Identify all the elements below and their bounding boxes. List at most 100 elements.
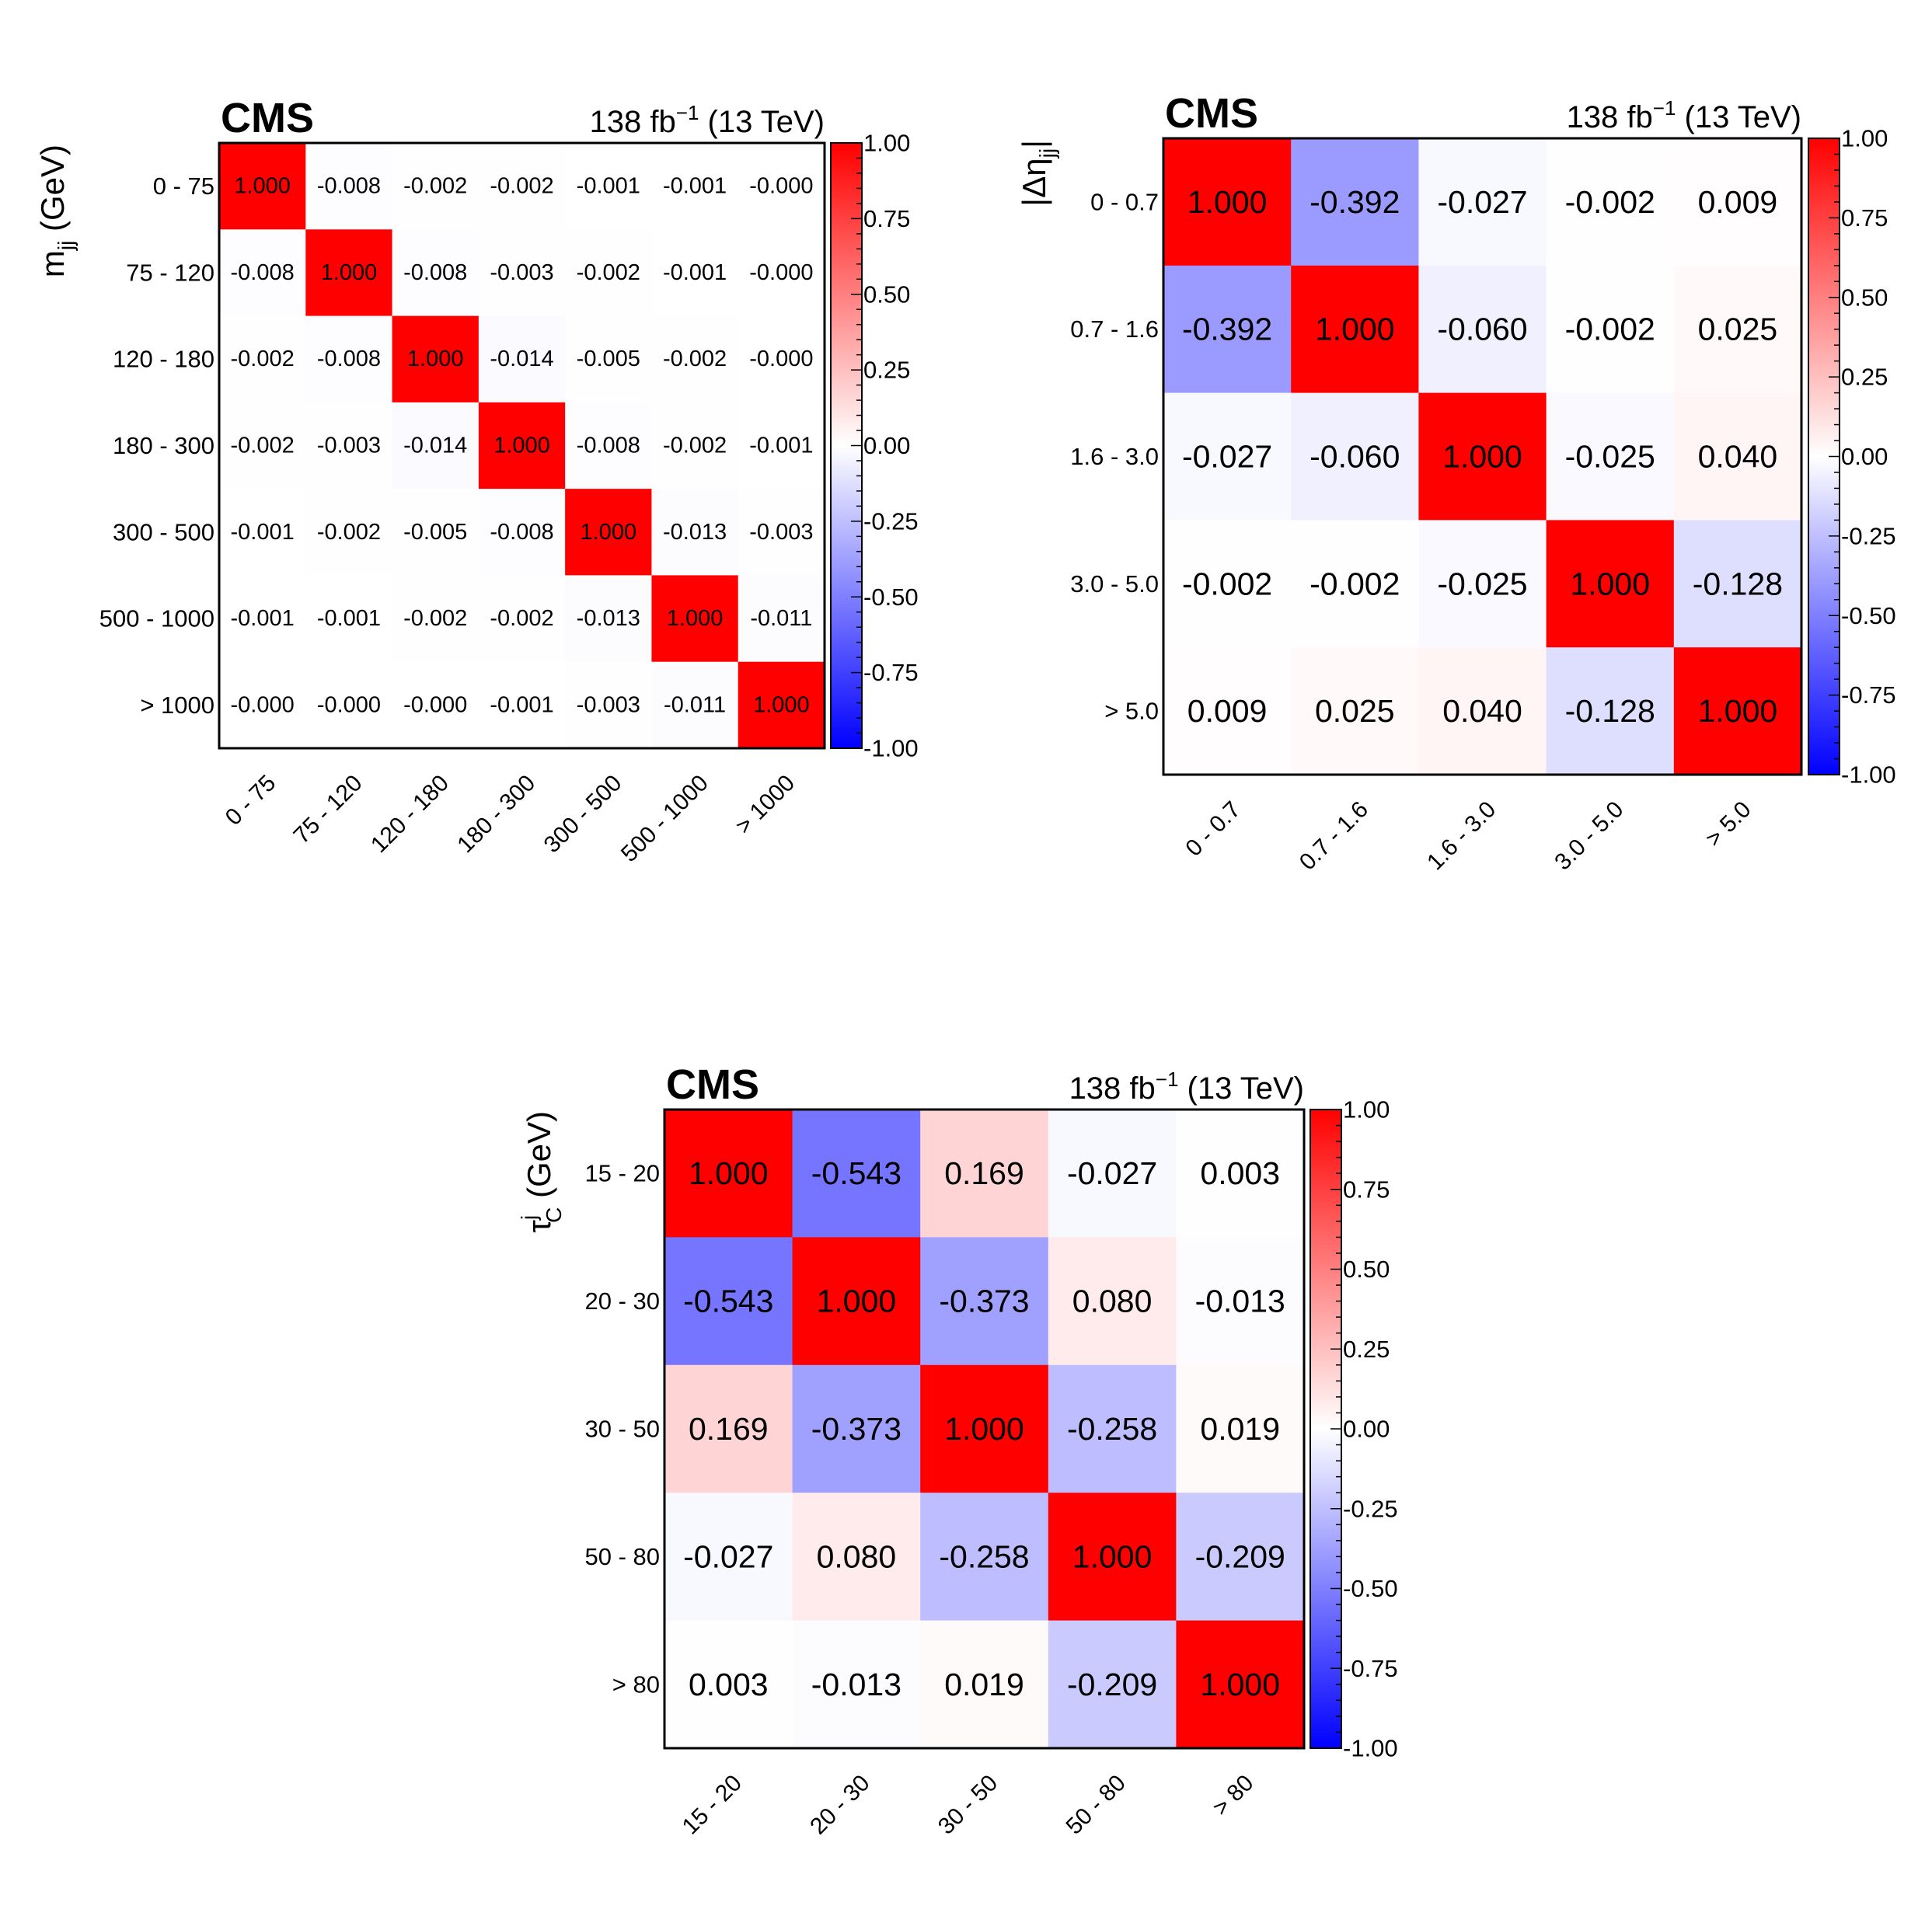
cell-value-label: 0.040 [1698,439,1778,475]
cell-value-label: -0.002 [663,347,727,371]
cell-value-label: -0.002 [1182,566,1272,601]
colorbar-tick-label: 0.75 [1343,1176,1390,1203]
heatmap-cell [219,402,306,489]
heatmap-cell [478,229,566,317]
experiment-label: CMS [666,1061,759,1108]
lumi-exponent: −1 [676,101,699,124]
colorbar-tick-label: -0.50 [1841,602,1896,629]
heatmap-cell [651,661,739,749]
heatmap-cell [392,575,480,663]
heatmap-cell [1418,138,1547,267]
colorbar-tick-label: 0.25 [1343,1336,1390,1363]
y-axis-title: |Δηjj| [1016,140,1059,207]
lumi-value: 138 fb [590,105,676,139]
cell-value-label: -0.001 [317,606,381,631]
cell-value-label: 1.000 [321,260,378,285]
heatmap-cell [392,229,480,317]
heatmap-cell [305,315,393,403]
heatmap-cell [1176,1620,1305,1749]
cell-value-label: -0.373 [811,1411,901,1447]
cell-value-label: -0.002 [1310,566,1400,601]
cell-value-label: -0.000 [749,260,813,285]
heatmap-cell [664,1237,793,1366]
colorbar-tick-label: -0.25 [863,507,919,535]
colorbar-tick-label: 0.00 [1841,443,1888,470]
colorbar-tick-label: 0.75 [1841,204,1888,232]
cell-value-label: -0.373 [939,1284,1029,1319]
y-axis-title-main: m [34,250,71,277]
y-axis-title-sup: j [517,1215,541,1221]
cell-value-label: -0.001 [749,434,813,458]
y-axis-title-sub: jj [54,241,78,251]
cell-value-label: -0.008 [317,347,381,371]
cell-value-label: 1.000 [667,606,724,631]
cell-value-label: -0.011 [664,692,726,717]
cell-value-label: -0.014 [403,434,467,458]
x-tick-label: 1.6 - 3.0 [1422,796,1501,875]
cell-value-label: 0.009 [1698,184,1778,220]
cell-value-label: -0.060 [1310,439,1400,475]
heatmap-cell [651,402,739,489]
heatmap-cell [1673,647,1802,775]
heatmap-cell [792,1493,921,1622]
cell-value-label: 1.000 [1187,184,1268,220]
heatmap-cell [478,661,566,749]
cell-value-label: -0.128 [1565,693,1655,729]
cell-value-label: 1.000 [689,1155,769,1191]
plot-frame [1162,137,1803,776]
cell-value-label: 1.000 [1072,1538,1153,1574]
heatmap-cell [305,489,393,577]
heatmap-cell [1048,1110,1177,1238]
x-tick-label: 50 - 80 [1061,1770,1130,1839]
cell-value-label: -0.011 [750,606,812,631]
heatmap-cell [219,315,306,403]
heatmap-cell [565,315,653,403]
heatmap-cell [738,315,825,403]
heatmap-cell [1418,392,1547,521]
heatmap-cell [565,489,653,577]
cell-value-label: -0.002 [403,174,467,199]
colorbar-tick-label: -0.25 [1841,522,1896,549]
energy-label: (13 TeV) [1676,100,1801,134]
cell-value-label: -0.002 [1565,312,1655,347]
heatmap-cell [651,575,739,663]
heatmap-cell [392,489,480,577]
heatmap-cell [478,315,566,403]
lumi-label: 138 fb−1 (13 TeV) [1069,1068,1304,1106]
colorbar-tick-label: 0.50 [1343,1256,1390,1283]
heatmap-cell [1163,647,1292,775]
cell-value-label: -0.001 [231,606,295,631]
cell-value-label: -0.000 [749,347,813,371]
lumi-label: 138 fb−1 (13 TeV) [590,101,825,139]
cell-value-label: -0.001 [577,174,640,199]
y-tick-label: 300 - 500 [113,518,214,545]
colorbar-tick-label: 1.00 [1841,125,1888,152]
y-axis-title-units: (GeV) [521,1111,557,1207]
y-axis-title-units: (GeV) [34,145,71,241]
cell-value-label: 1.000 [1698,693,1778,729]
heatmap-cell [920,1237,1049,1366]
heatmap-cell [219,489,306,577]
x-tick-label: 0 - 75 [221,770,281,831]
cell-value-label: 0.019 [944,1667,1024,1702]
x-tick-label: 0.7 - 1.6 [1295,796,1373,875]
heatmap-cell [1546,520,1675,648]
x-tick-label: 0 - 0.7 [1180,796,1245,861]
heatmap-cell [664,1620,793,1749]
cell-value-label: -0.258 [939,1538,1029,1574]
cell-value-label: -0.000 [403,692,467,717]
cell-value-label: 1.000 [234,174,291,199]
heatmap-cell [664,1110,793,1238]
colorbar-tick-label: 0.25 [863,357,910,384]
cell-value-label: -0.027 [1182,439,1272,475]
cell-value-label: -0.000 [231,692,295,717]
heatmap-cell [738,229,825,317]
cell-value-label: -0.027 [1067,1155,1157,1191]
y-tick-label: 15 - 20 [584,1160,660,1187]
colorbar-tick-label: -1.00 [863,735,919,762]
cell-value-label: 0.003 [1200,1155,1280,1191]
cell-value-label: -0.002 [490,174,553,199]
cell-value-label: -0.005 [403,520,467,545]
heatmap-cell [392,315,480,403]
heatmap-cell [1673,265,1802,394]
